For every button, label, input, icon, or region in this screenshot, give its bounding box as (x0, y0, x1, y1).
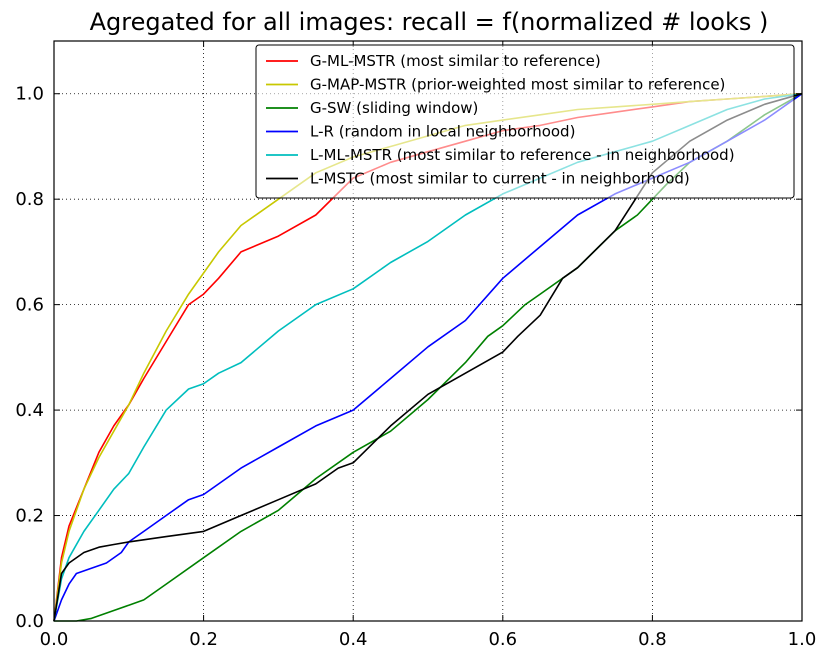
legend-label-1: G-MAP-MSTR (prior-weighted most similar … (310, 76, 725, 94)
y-tick-label: 0.8 (15, 189, 44, 210)
x-tick-label: 0.2 (189, 629, 218, 650)
axis-ticks: 0.0 0.2 0.4 0.6 0.8 1.0 0.0 0.2 0.4 0.6 0.8 1.0 (15, 41, 816, 650)
legend-label-4: L-ML-MSTR (most similar to reference - i… (310, 146, 735, 164)
legend-label-3: L-R (random in local neighborhood) (310, 123, 575, 141)
legend-label-0: G-ML-MSTR (most similar to reference) (310, 52, 601, 70)
legend-box (255, 44, 795, 199)
chart-title: Agregated for all images: recall = f(nor… (90, 8, 769, 36)
y-tick-label: 0.6 (15, 295, 44, 316)
y-tick-label: 0.0 (15, 611, 44, 632)
plot-frame (53, 40, 803, 622)
series-line-5 (53, 92, 803, 622)
legend-label-5: L-MSTC (most similar to current - in nei… (310, 170, 690, 188)
x-tick-label: 1.0 (788, 629, 817, 650)
x-tick-label: 0.4 (339, 629, 368, 650)
x-tick-label: 0.6 (488, 629, 517, 650)
y-tick-label: 1.0 (15, 84, 44, 105)
legend-label-2: G-SW (sliding window) (310, 99, 478, 117)
x-tick-label: 0.0 (40, 629, 69, 650)
legend: G-ML-MSTR (most similar to reference) G-M… (255, 44, 795, 199)
y-tick-label: 0.2 (15, 506, 44, 527)
y-tick-label: 0.4 (15, 400, 44, 421)
x-tick-label: 0.8 (638, 629, 667, 650)
